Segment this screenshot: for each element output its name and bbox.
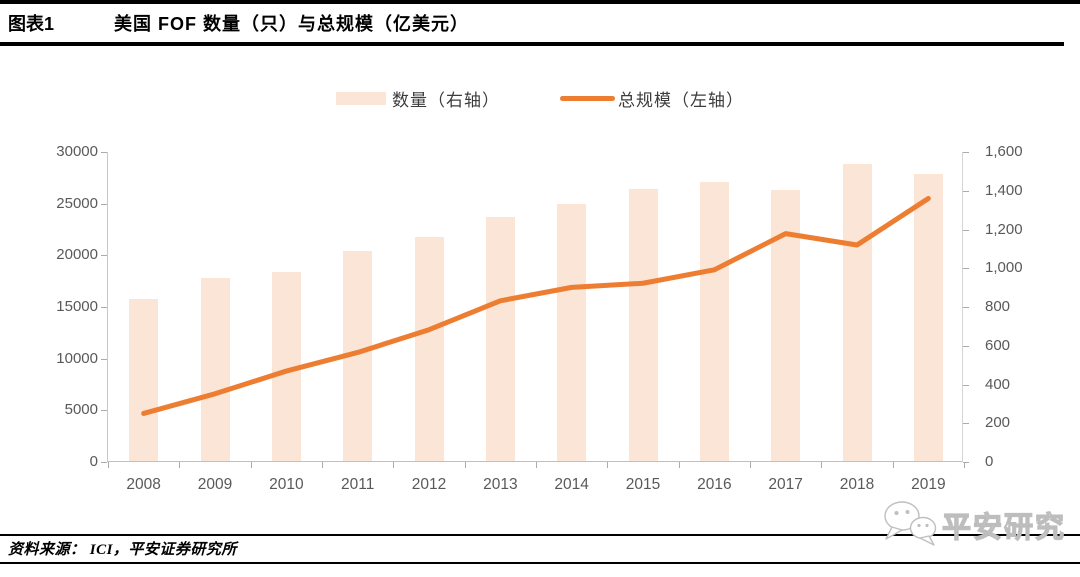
x-axis-tick xyxy=(821,462,823,468)
footer-top-rule xyxy=(0,534,1080,536)
bar-2018 xyxy=(842,163,872,461)
right-axis-tick xyxy=(963,190,969,192)
x-axis-label-2009: 2009 xyxy=(197,476,233,493)
right-axis-tick-label: 400 xyxy=(985,375,1011,393)
line-series xyxy=(141,196,931,416)
left-axis-tick-label: 15000 xyxy=(56,298,98,315)
right-axis-tick-label: 1,000 xyxy=(985,259,1023,277)
right-axis-tick xyxy=(963,384,969,386)
bar-2012 xyxy=(414,237,444,461)
bar-2013 xyxy=(485,216,515,461)
plot-area: 2008 2009 2010 2011 2012 2013 2014 2015 2016 2017… xyxy=(101,152,969,493)
right-axis-tick-label: 1,600 xyxy=(985,143,1023,160)
x-axis-tick xyxy=(536,462,537,468)
chart-legend: 数量（右轴） 总规模（左轴） xyxy=(0,86,1080,111)
left-axis-tick-label: 0 xyxy=(89,453,98,470)
right-axis-tick xyxy=(963,152,969,153)
right-axis-tick xyxy=(963,423,969,425)
right-axis-tick-label: 1,400 xyxy=(985,181,1023,199)
x-axis-label-2013: 2013 xyxy=(483,476,518,493)
x-axis-label-2015: 2015 xyxy=(625,476,661,493)
right-axis-tick xyxy=(963,462,969,463)
x-axis-tick xyxy=(393,462,395,468)
right-axis-tick-label: 600 xyxy=(985,336,1011,354)
figure-header: 图表1 美国 FOF 数量（只）与总规模（亿美元） xyxy=(8,10,469,36)
title-divider-rule xyxy=(0,42,1064,46)
x-axis-label-2018: 2018 xyxy=(839,476,875,493)
right-axis-tick-label: 200 xyxy=(985,414,1011,432)
line-series-swatch xyxy=(560,96,615,101)
x-axis-tick xyxy=(250,462,252,468)
legend-item-scale: 总规模（左轴） xyxy=(560,86,744,111)
legend-item-count: 数量（右轴） xyxy=(336,86,500,111)
x-axis-label-2016: 2016 xyxy=(697,476,732,493)
x-axis-label-2012: 2012 xyxy=(411,476,447,493)
bar-2015 xyxy=(628,189,658,461)
x-axis-label-2008: 2008 xyxy=(126,476,161,493)
x-axis-label-2011: 2011 xyxy=(340,476,375,493)
footer-bottom-rule xyxy=(0,562,1080,564)
bar-2019 xyxy=(913,174,943,461)
left-axis-labels: 0 5000 10000 15000 20000 25000 30000 xyxy=(20,143,98,470)
x-axis-tick xyxy=(678,462,680,468)
watermark-text: 平安研究 xyxy=(942,510,1065,544)
x-axis-tick xyxy=(892,462,894,468)
x-axis-tick xyxy=(607,462,609,468)
left-axis-tick xyxy=(101,152,107,153)
left-axis-tick-label: 10000 xyxy=(56,349,98,367)
source-note: 资料来源： ICI，平安证券研究所 xyxy=(8,542,237,558)
legend-label-scale: 总规模（左轴） xyxy=(618,91,744,110)
right-axis-tick-label: 0 xyxy=(985,453,994,470)
x-axis-tick xyxy=(322,462,323,468)
left-axis-tick xyxy=(101,462,107,463)
x-axis-label-2017: 2017 xyxy=(768,476,803,493)
left-axis-tick xyxy=(101,410,107,412)
top-rule xyxy=(0,0,1080,4)
left-axis-tick xyxy=(101,203,107,205)
x-axis-label-2019: 2019 xyxy=(911,476,946,493)
left-axis-tick-label: 5000 xyxy=(64,401,98,419)
wechat-icon-eyes xyxy=(894,510,929,528)
right-axis-tick xyxy=(963,307,969,308)
right-axis-labels: 0 200 400 600 800 1,000 1,200 1,400 1,600 xyxy=(985,143,1065,470)
wechat-watermark: 平安研究 xyxy=(884,501,1065,546)
left-axis-tick xyxy=(101,307,107,308)
right-axis-tick-label: 800 xyxy=(985,298,1011,315)
x-axis-tick xyxy=(464,462,466,468)
bar-series-swatch xyxy=(336,92,386,105)
wechat-icon xyxy=(884,501,937,546)
figure-label: 图表1 xyxy=(8,14,55,34)
left-axis-tick xyxy=(101,358,107,360)
right-axis-tick xyxy=(963,268,969,270)
bar-2008 xyxy=(129,299,159,461)
x-axis-tick xyxy=(179,462,181,468)
left-axis-tick-label: 25000 xyxy=(56,194,98,212)
right-axis-tick xyxy=(963,345,969,347)
x-axis-tick xyxy=(750,462,751,468)
left-axis-tick-label: 20000 xyxy=(56,246,98,264)
left-axis-tick-label: 30000 xyxy=(56,143,98,160)
x-axis-label-2010: 2010 xyxy=(269,476,304,493)
x-axis-tick xyxy=(108,462,109,468)
x-axis-label-2014: 2014 xyxy=(554,476,589,493)
right-axis-tick-label: 1,200 xyxy=(985,220,1023,238)
figure-title: 美国 FOF 数量（只）与总规模（亿美元） xyxy=(114,14,470,34)
total-scale-line xyxy=(141,196,931,416)
x-axis-tick xyxy=(964,462,965,468)
legend-label-count: 数量（右轴） xyxy=(392,91,500,110)
bar-2016 xyxy=(699,181,729,461)
bar-2009 xyxy=(200,277,230,461)
right-axis-tick xyxy=(963,229,969,231)
left-axis-tick xyxy=(101,255,107,257)
bar-2014 xyxy=(557,204,587,461)
